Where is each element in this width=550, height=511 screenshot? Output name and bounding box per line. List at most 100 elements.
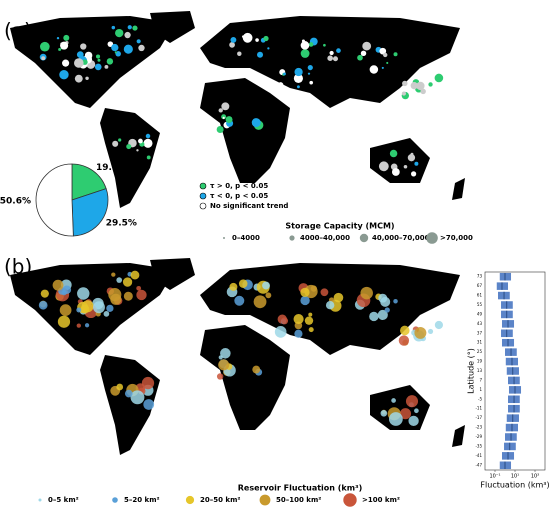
reservoir-dot xyxy=(225,116,233,124)
reservoir-dot xyxy=(384,307,390,313)
legend-label: 20–50 km² xyxy=(200,496,240,504)
legend-marker xyxy=(199,192,207,200)
reservoir-dot xyxy=(123,44,133,54)
y-tick-label: 49 xyxy=(477,311,483,316)
legend-label: τ > 0, p < 0.05 xyxy=(210,182,268,190)
reservoir-dot xyxy=(325,300,335,310)
legend-label: 40,000–70,000 xyxy=(372,234,430,242)
reservoir-dot xyxy=(108,288,122,302)
reservoir-dot xyxy=(360,286,373,300)
y-tick-label: 37 xyxy=(477,330,483,335)
reservoir-dot xyxy=(74,74,83,83)
legend-label: >100 km² xyxy=(362,496,400,504)
reservoir-dot xyxy=(389,149,398,158)
reservoir-dot xyxy=(300,287,310,298)
y-tick-label: 43 xyxy=(477,321,483,326)
legend-label: 5–20 km² xyxy=(124,496,160,504)
reservoir-dot xyxy=(115,28,124,38)
reservoir-dot xyxy=(380,409,388,417)
y-tick-label: 61 xyxy=(477,293,483,298)
reservoir-dot xyxy=(52,279,64,291)
x-axis-label: Fluctuation (km³) xyxy=(480,481,549,490)
legend-label: No significant trend xyxy=(210,202,288,210)
reservoir-dot xyxy=(94,63,102,71)
trend-legend: τ > 0, p < 0.05 τ < 0, p < 0.05 No signifi… xyxy=(199,182,288,210)
reservoir-dot xyxy=(218,108,223,113)
legend-label: τ < 0, p < 0.05 xyxy=(210,192,268,200)
reservoir-dot xyxy=(391,168,400,176)
reservoir-dot xyxy=(377,309,388,321)
y-tick-label: -23 xyxy=(475,425,482,430)
reservoir-dot xyxy=(97,58,101,62)
reservoir-dot xyxy=(434,73,444,83)
y-tick-label: -5 xyxy=(478,396,482,401)
reservoir-dot xyxy=(393,52,398,57)
y-tick-label: 19 xyxy=(477,359,483,364)
x-tick-label: 10⁻¹ xyxy=(489,474,500,480)
reservoir-dot xyxy=(308,312,313,317)
y-axis-label: Latitude (°) xyxy=(467,348,476,394)
reservoir-dot xyxy=(251,118,261,128)
reservoir-dot xyxy=(103,311,110,317)
map-a xyxy=(10,11,465,208)
reservoir-dot xyxy=(130,390,145,405)
y-tick-label: 13 xyxy=(477,368,483,373)
y-tick-label: -29 xyxy=(475,434,482,439)
legend-marker xyxy=(223,237,225,239)
reservoir-dot xyxy=(107,41,114,47)
legend-label: 50–100 km² xyxy=(276,496,321,504)
reservoir-dot xyxy=(414,408,419,414)
reservoir-dot xyxy=(143,399,155,410)
reservoir-dot xyxy=(408,415,419,427)
reservoir-dot xyxy=(143,138,153,148)
reservoir-dot xyxy=(267,47,270,50)
legend-marker xyxy=(199,202,207,210)
reservoir-dot xyxy=(138,44,145,52)
capacity-legend: Storage Capacity (MCM) 0–4000 4000–40,000 4… xyxy=(223,222,473,244)
reservoir-dot xyxy=(136,289,147,301)
reservoir-dot xyxy=(95,54,101,59)
reservoir-dot xyxy=(80,304,90,314)
reservoir-dot xyxy=(391,398,396,403)
reservoir-dot xyxy=(294,67,303,77)
reservoir-dot xyxy=(111,272,116,277)
reservoir-dot xyxy=(293,73,303,83)
reservoir-dot xyxy=(126,144,132,150)
reservoir-dot xyxy=(414,326,427,339)
reservoir-dot xyxy=(220,348,231,359)
reservoir-dot xyxy=(369,311,379,322)
reservoir-dot xyxy=(398,335,410,346)
reservoir-dot xyxy=(300,49,310,58)
reservoir-dot xyxy=(253,295,267,309)
reservoir-dot xyxy=(383,52,388,58)
reservoir-dot xyxy=(416,81,425,91)
pie-chart: 19.9% 29.5% 50.6% xyxy=(0,163,137,237)
reservoir-dot xyxy=(145,133,151,139)
pie-label: 50.6% xyxy=(0,196,31,206)
reservoir-dot xyxy=(277,82,284,88)
y-tick-label: 31 xyxy=(477,340,483,345)
reservoir-dot xyxy=(76,307,82,313)
pie-slice xyxy=(71,188,109,237)
reservoir-dot xyxy=(265,292,272,299)
reservoir-dot xyxy=(280,317,289,325)
reservoir-dot xyxy=(222,116,225,119)
y-tick-label: -41 xyxy=(475,453,482,458)
reservoir-dot xyxy=(307,65,313,71)
legend-marker xyxy=(259,494,271,506)
reservoir-dot xyxy=(229,282,238,291)
y-tick-label: -47 xyxy=(475,462,482,467)
reservoir-dot xyxy=(403,164,408,169)
box-plot: 73 67 61 55 49 43 37 31 25 19 13 7 1 -5 -11 -17 -23 -29 -3… xyxy=(467,271,550,490)
reservoir-dot xyxy=(80,43,87,50)
reservoir-dot xyxy=(388,412,403,426)
reservoir-dot xyxy=(427,328,434,335)
reservoir-dot xyxy=(112,140,119,147)
legend-marker xyxy=(289,235,295,241)
x-tick-label: 10³ xyxy=(531,474,539,480)
reservoir-dot xyxy=(329,50,334,56)
reservoir-dot xyxy=(407,154,416,162)
legend-label: 0–5 km² xyxy=(48,496,79,504)
reservoir-dot xyxy=(234,295,245,306)
reservoir-dot xyxy=(127,25,132,30)
